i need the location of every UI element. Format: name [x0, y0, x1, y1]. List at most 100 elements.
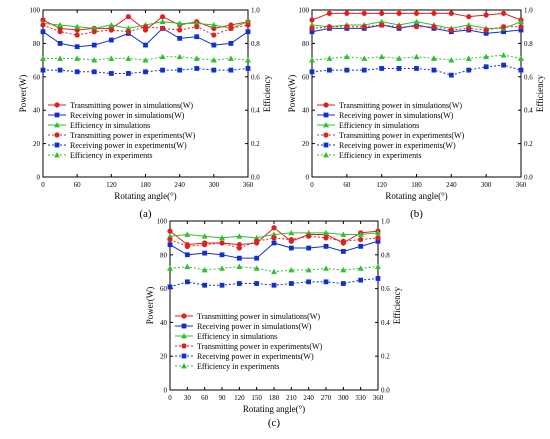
- data-point: [228, 41, 234, 46]
- data-point: [378, 53, 385, 60]
- x-tick-label: 210: [286, 394, 297, 402]
- legend-label: Transmitting power in simulations(W): [197, 312, 320, 321]
- data-point: [375, 263, 381, 270]
- data-point: [448, 27, 454, 33]
- data-point: [201, 267, 208, 273]
- data-point: [177, 67, 183, 73]
- y2-tick-label: 1.0: [381, 218, 390, 226]
- legend-label: Transmitting power in simulations(W): [339, 101, 462, 110]
- data-point: [160, 67, 165, 73]
- data-point: [500, 10, 507, 16]
- data-point: [343, 53, 350, 60]
- data-point: [271, 268, 277, 275]
- x-tick-label: 0: [310, 181, 314, 189]
- legend-swatch-marker: [181, 333, 187, 339]
- data-point: [40, 67, 46, 73]
- data-point: [375, 235, 381, 241]
- legend-label: Efficiency in simulations: [339, 121, 419, 130]
- data-point: [57, 55, 64, 61]
- data-point: [358, 277, 364, 283]
- data-point: [309, 25, 315, 31]
- legend-swatch-marker: [54, 102, 60, 108]
- y-axis-label: Power(W): [18, 75, 28, 113]
- data-point: [466, 25, 472, 31]
- legend-swatch-marker: [181, 353, 187, 359]
- y-tick-label: 80: [160, 251, 168, 259]
- data-point: [448, 72, 454, 78]
- data-point: [518, 24, 524, 30]
- data-point: [358, 236, 364, 243]
- data-point: [253, 265, 260, 271]
- data-point: [326, 24, 333, 30]
- data-point: [74, 69, 80, 75]
- data-point: [396, 66, 402, 71]
- data-point: [344, 10, 350, 16]
- x-tick-label: 300: [209, 181, 220, 189]
- data-point: [219, 265, 225, 271]
- data-point: [305, 229, 312, 236]
- legend-swatch-marker: [54, 122, 60, 128]
- data-point: [271, 225, 277, 231]
- y2-tick-label: 1.0: [251, 7, 260, 15]
- data-point: [379, 22, 385, 28]
- data-point: [108, 37, 114, 43]
- data-point: [74, 32, 80, 38]
- data-point: [465, 55, 472, 61]
- data-point: [483, 27, 489, 33]
- y2-tick-label: 0.6: [251, 73, 260, 81]
- data-point: [430, 55, 437, 61]
- data-point: [74, 55, 81, 61]
- x-axis-label: Rotating angle(°): [385, 191, 447, 201]
- data-point: [184, 263, 191, 270]
- data-point: [271, 282, 277, 288]
- series: [40, 22, 251, 38]
- data-point: [236, 245, 242, 251]
- data-point: [245, 29, 251, 35]
- x-axis-label: Rotating angle(°): [243, 404, 305, 414]
- y-tick-label: 80: [33, 40, 41, 48]
- data-point: [167, 236, 173, 243]
- data-point: [466, 14, 472, 20]
- data-point: [309, 29, 315, 35]
- data-point: [413, 10, 420, 16]
- data-point: [413, 24, 420, 30]
- data-point: [167, 265, 173, 271]
- data-point: [323, 279, 329, 285]
- legend-label: Receiving power in experiments(W): [339, 141, 456, 150]
- x-tick-label: 180: [140, 181, 151, 189]
- data-point: [288, 245, 294, 251]
- data-point: [396, 10, 402, 16]
- data-point: [177, 27, 183, 33]
- panel-caption: (b): [410, 208, 423, 220]
- data-point: [448, 10, 454, 16]
- data-point: [227, 55, 234, 61]
- data-point: [184, 252, 190, 258]
- legend-swatch-marker: [54, 112, 60, 118]
- data-point: [309, 22, 315, 28]
- x-tick-label: 330: [355, 394, 366, 402]
- data-point: [91, 69, 97, 75]
- data-point: [326, 55, 333, 61]
- data-point: [483, 12, 489, 18]
- y-tick-label: 100: [157, 218, 168, 226]
- data-point: [501, 29, 506, 35]
- data-point: [340, 249, 346, 254]
- y2-axis-label: Efficiency: [535, 74, 545, 112]
- panel-caption: (a): [139, 208, 152, 220]
- data-point: [40, 22, 46, 28]
- data-point: [159, 18, 166, 25]
- x-tick-label: 120: [376, 181, 387, 189]
- x-tick-label: 270: [321, 394, 332, 402]
- data-point: [323, 265, 329, 271]
- data-point: [288, 267, 295, 273]
- data-point: [375, 276, 381, 281]
- y2-tick-label: 0.0: [381, 387, 390, 395]
- legend-swatch-marker: [323, 152, 329, 158]
- y2-tick-label: 0.2: [524, 140, 533, 148]
- data-point: [74, 44, 80, 50]
- y-tick-label: 60: [302, 73, 310, 81]
- data-point: [379, 10, 385, 16]
- data-point: [202, 250, 208, 256]
- data-point: [125, 29, 132, 35]
